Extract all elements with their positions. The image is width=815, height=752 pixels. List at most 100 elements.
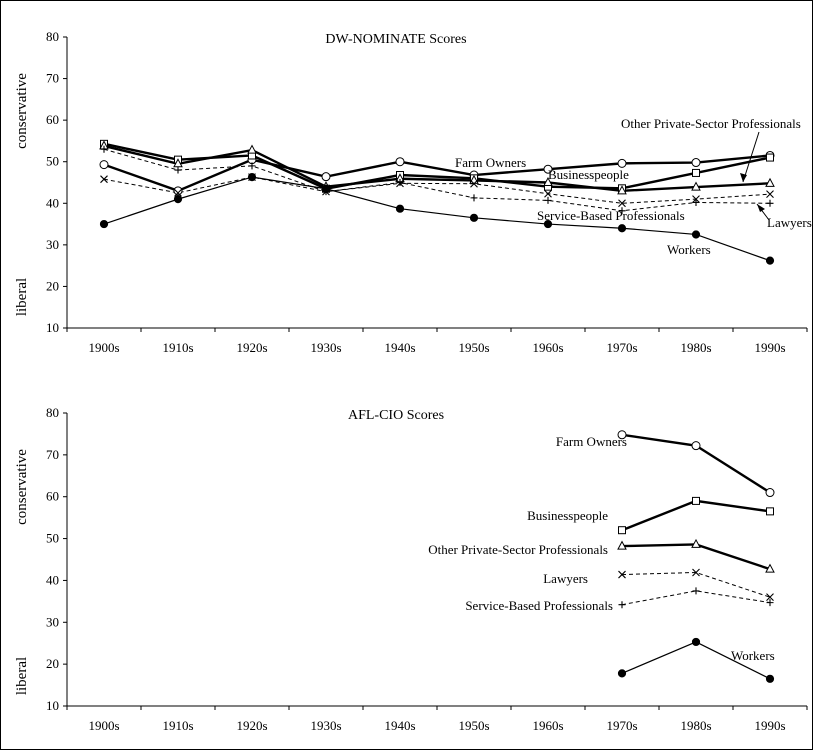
chart-dw-nominate: DW-NOMINATE Scores 10 20 30 40 50 60 70 80 1900… xyxy=(14,29,812,355)
point-service-based-professionals xyxy=(470,194,478,202)
x-tick-label: 1910s xyxy=(162,718,193,733)
point-farm-owners xyxy=(543,164,553,174)
point-farm-owners xyxy=(617,430,627,440)
y-tick-label: 70 xyxy=(46,71,59,86)
point-workers xyxy=(469,213,479,222)
point-service-based-professionals xyxy=(248,162,256,170)
x-tick-label: 1990s xyxy=(754,718,785,733)
point-workers xyxy=(543,219,553,229)
series-label-other-private-sector-professionals: Other Private-Sector Professionals xyxy=(428,542,608,557)
arrow-head-lawyers xyxy=(757,204,765,212)
series-line-workers xyxy=(103,176,771,262)
series-line-other-private-sector-professionals xyxy=(621,543,771,571)
series-group xyxy=(617,430,775,683)
arrow-head-other-private-sector xyxy=(740,173,747,182)
series-label-farm-owners: Farm Owners xyxy=(556,434,627,449)
point-other-private-sector-professionals xyxy=(765,563,775,573)
x-tick-label: 1920s xyxy=(236,340,267,355)
point-workers xyxy=(247,172,257,182)
point-lawyers xyxy=(100,175,108,184)
point-other-private-sector-professionals xyxy=(691,181,701,191)
point-other-private-sector-professionals xyxy=(765,177,775,187)
y-tick-label: 20 xyxy=(46,656,59,671)
x-tick-label: 1970s xyxy=(606,340,637,355)
point-businesspeople xyxy=(766,507,774,516)
point-workers xyxy=(99,219,109,229)
x-tick-label: 1980s xyxy=(680,718,711,733)
point-other-private-sector-professionals xyxy=(247,144,257,154)
y-label-bottom: liberal xyxy=(14,657,30,695)
y-tick-label: 70 xyxy=(46,447,59,462)
series-line-businesspeople xyxy=(103,142,771,190)
point-service-based-professionals xyxy=(618,601,626,609)
y-tick-label: 50 xyxy=(46,154,59,169)
point-businesspeople xyxy=(618,526,626,535)
point-lawyers xyxy=(618,199,626,208)
point-workers xyxy=(617,669,627,678)
annotation-lawyers: Lawyers xyxy=(767,215,812,230)
point-businesspeople xyxy=(692,168,700,177)
y-tick-label: 20 xyxy=(46,278,59,293)
y-tick-label: 60 xyxy=(46,489,59,504)
x-tick-label: 1960s xyxy=(532,340,563,355)
point-lawyers xyxy=(470,179,478,188)
y-tick-label: 30 xyxy=(46,237,59,252)
x-tick-label: 1970s xyxy=(606,718,637,733)
x-tick-label: 1940s xyxy=(384,340,415,355)
series-line-businesspeople xyxy=(621,499,771,532)
x-ticks: 1900s 1910s 1920s 1930s 1940s 1950s 1960s 1970s… xyxy=(66,328,808,355)
arrow-other-private-sector xyxy=(742,131,760,183)
x-tick-label: 1960s xyxy=(532,718,563,733)
annotation-service-based: Service-Based Professionals xyxy=(537,208,685,223)
y-tick-label: 50 xyxy=(46,531,59,546)
point-service-based-professionals xyxy=(766,199,774,207)
y-tick-label: 40 xyxy=(46,572,59,587)
point-farm-owners xyxy=(691,158,701,168)
chart-afl-cio: AFL-CIO Scores 10 20 30 40 50 60 70 80 1900s 191… xyxy=(14,405,808,733)
point-service-based-professionals xyxy=(766,599,774,607)
point-lawyers xyxy=(618,570,626,579)
point-other-private-sector-professionals xyxy=(617,540,627,550)
series-line-other-private-sector-professionals xyxy=(103,144,771,193)
point-lawyers xyxy=(766,190,774,199)
point-service-based-professionals xyxy=(618,207,626,215)
series-line-service-based-professionals xyxy=(103,148,771,212)
series-line-lawyers xyxy=(621,571,771,598)
point-lawyers xyxy=(174,189,182,197)
x-tick-label: 1980s xyxy=(680,340,711,355)
point-workers xyxy=(765,256,775,265)
point-farm-owners xyxy=(173,186,183,196)
point-lawyers xyxy=(544,189,552,198)
point-farm-owners xyxy=(691,441,701,451)
point-workers xyxy=(691,637,701,647)
annotation-other-private-sector: Other Private-Sector Professionals xyxy=(621,116,801,131)
point-service-based-professionals xyxy=(692,198,700,206)
point-farm-owners xyxy=(617,158,627,168)
x-ticks: 1900s 1910s 1920s 1930s 1940s 1950s 1960s 1970s… xyxy=(66,706,808,733)
x-tick-label: 1900s xyxy=(88,718,119,733)
point-farm-owners xyxy=(99,160,109,170)
point-farm-owners xyxy=(321,172,331,182)
point-service-based-professionals xyxy=(396,179,404,186)
series-line-lawyers xyxy=(103,176,771,204)
point-workers xyxy=(691,230,701,239)
series-label-businesspeople: Businesspeople xyxy=(527,508,608,523)
x-tick-label: 1990s xyxy=(754,340,785,355)
y-tick-label: 60 xyxy=(46,112,59,127)
series-label-service-based-professionals: Service-Based Professionals xyxy=(465,598,613,613)
point-workers xyxy=(395,204,405,213)
point-workers xyxy=(173,195,183,204)
series-line-farm-owners xyxy=(103,154,771,193)
point-workers xyxy=(765,674,775,683)
y-ticks: 10 20 30 40 50 60 70 80 xyxy=(46,29,67,335)
point-service-based-professionals xyxy=(692,587,700,595)
point-other-private-sector-professionals xyxy=(691,538,701,548)
series-labels: Farm Owners Businesspeople Other Private-S… xyxy=(428,434,775,663)
y-tick-label: 80 xyxy=(46,29,59,44)
point-businesspeople xyxy=(692,496,700,505)
x-tick-label: 1930s xyxy=(310,340,341,355)
x-tick-label: 1920s xyxy=(236,718,267,733)
point-businesspeople xyxy=(766,153,774,162)
y-tick-label: 30 xyxy=(46,614,59,629)
